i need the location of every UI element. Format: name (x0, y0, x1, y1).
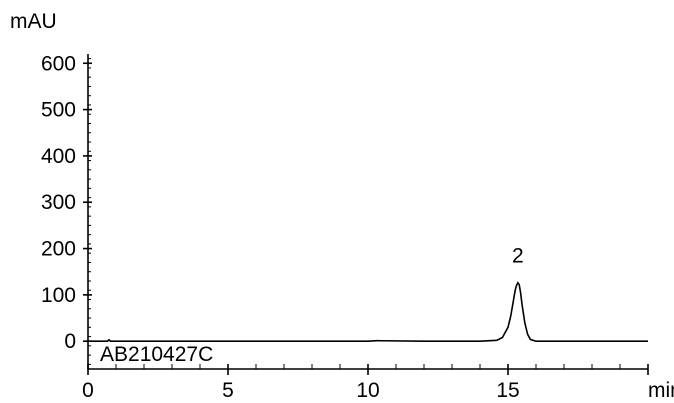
y-tick-label: 400 (41, 145, 76, 168)
chromatogram-trace (88, 281, 648, 342)
y-tick-label: 300 (41, 191, 76, 214)
x-tick-label: 15 (496, 379, 519, 402)
x-tick-label: 5 (222, 379, 234, 402)
y-tick-label: 600 (41, 52, 76, 75)
x-tick-label: 0 (82, 379, 94, 402)
x-tick-label: 10 (356, 379, 379, 402)
peak-label: 2 (512, 245, 524, 268)
chart-axes (87, 54, 648, 370)
x-axis-unit-label: min (648, 379, 674, 402)
y-tick-label: 200 (41, 238, 76, 261)
y-axis-unit-label: mAU (10, 10, 57, 33)
y-axis-ticks: 0 100 200 300 400 500 600 (41, 52, 92, 365)
x-axis-ticks: 0 5 10 15 (82, 364, 649, 402)
trace-label: AB210427C (100, 343, 213, 366)
y-tick-label: 100 (41, 284, 76, 307)
y-tick-label: 0 (64, 330, 76, 353)
y-tick-label: 500 (41, 99, 76, 122)
